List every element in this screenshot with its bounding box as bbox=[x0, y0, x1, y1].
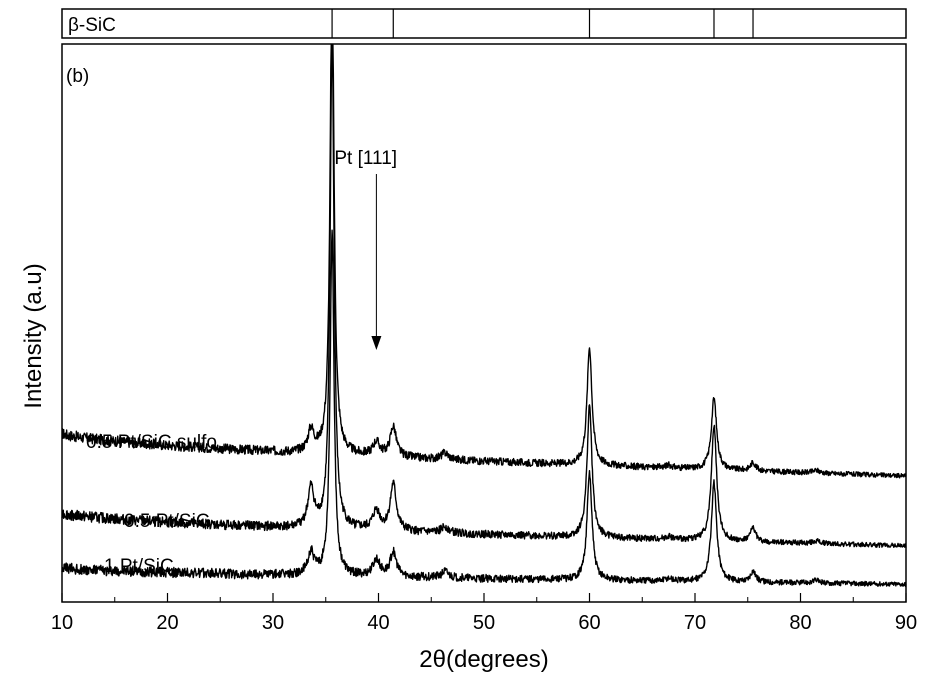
x-tick-label: 80 bbox=[789, 612, 811, 634]
series-labels: 0.5 Pt/SiC sulfo 0.5 Pt/SiC 1 Pt/SiC bbox=[86, 432, 217, 577]
series-traces bbox=[61, 44, 907, 588]
pt-annotation: Pt [111] bbox=[334, 148, 397, 350]
reference-lines bbox=[331, 9, 754, 38]
x-axis-title: 2θ(degrees) bbox=[419, 646, 548, 673]
series-label: 1 Pt/SiC bbox=[104, 556, 174, 577]
series-line bbox=[61, 44, 907, 549]
x-axis: 10 20 30 40 50 60 70 80 90 bbox=[51, 593, 917, 634]
x-tick-label: 70 bbox=[684, 612, 706, 634]
series-label: 0.5 Pt/SiC sulfo bbox=[86, 432, 217, 453]
pt-annotation-label: Pt [111] bbox=[334, 148, 397, 169]
x-tick-label: 30 bbox=[262, 612, 284, 634]
reference-strip: β-SiC bbox=[61, 8, 907, 39]
x-tick-label: 60 bbox=[578, 612, 600, 634]
x-tick-label: 90 bbox=[895, 612, 917, 634]
reference-label: β-SiC bbox=[68, 15, 116, 36]
x-tick-label: 50 bbox=[473, 612, 495, 634]
x-tick-label: 40 bbox=[367, 612, 389, 634]
panel-label: (b) bbox=[66, 66, 89, 87]
pt-annotation-arrow-head bbox=[371, 336, 382, 350]
reference-frame bbox=[61, 8, 907, 39]
y-axis-title: Intensity (a.u) bbox=[20, 263, 47, 408]
series-label: 0.5 Pt/SiC bbox=[124, 511, 210, 532]
series-line bbox=[61, 44, 907, 479]
x-tick-label: 10 bbox=[51, 612, 73, 634]
x-tick-label: 20 bbox=[156, 612, 178, 634]
series-line bbox=[61, 229, 907, 588]
